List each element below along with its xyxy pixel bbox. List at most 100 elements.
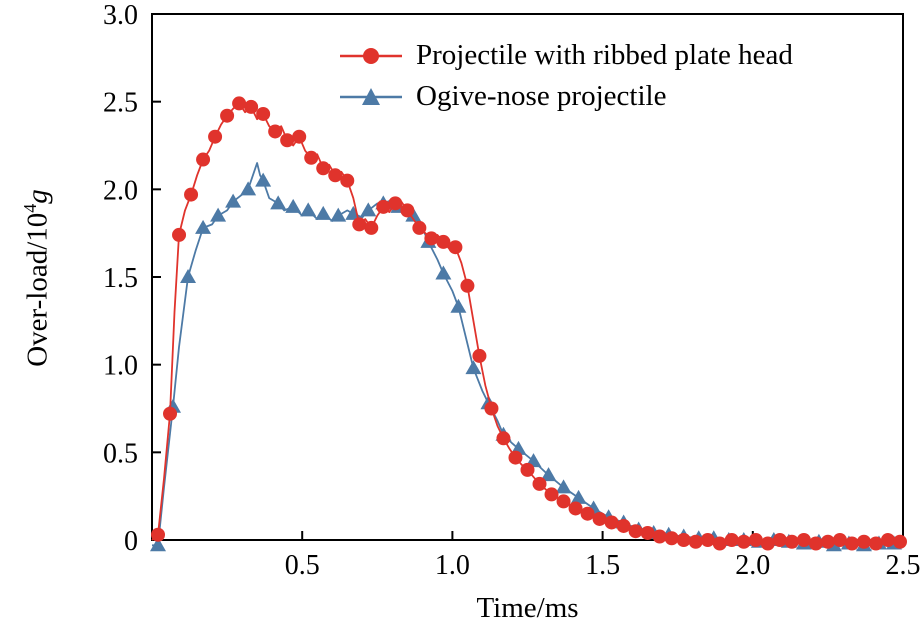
y-tick-label: 0.5 — [103, 438, 138, 469]
circle-marker — [580, 506, 595, 521]
circle-marker — [220, 108, 235, 123]
circle-marker — [736, 534, 751, 549]
triangle-marker — [240, 181, 257, 196]
circle-marker — [256, 106, 271, 121]
circle-marker — [400, 203, 415, 218]
circle-marker — [484, 401, 499, 416]
circle-marker — [760, 536, 775, 551]
circle-marker — [880, 533, 895, 547]
y-tick-label: 2.0 — [103, 175, 138, 206]
x-tick-label: 1.5 — [585, 550, 620, 581]
circle-marker — [532, 476, 547, 491]
circle-marker — [352, 217, 367, 232]
legend-label-ribbed-plate-head: Projectile with ribbed plate head — [416, 39, 793, 71]
x-axis-title: Time/ms — [476, 592, 579, 624]
circle-marker — [460, 278, 475, 293]
legend-label-ogive-nose: Ogive-nose projectile — [416, 79, 667, 112]
triangle-marker — [150, 537, 167, 552]
circle-marker — [700, 533, 715, 547]
x-tick-label: 0.5 — [285, 550, 320, 581]
legend-item-ribbed-plate-head: Projectile with ribbed plate head — [338, 39, 793, 72]
triangle-marker — [405, 207, 422, 222]
circle-marker — [448, 240, 463, 255]
triangle-marker — [285, 198, 302, 213]
circle-marker — [472, 348, 487, 363]
circle-marker — [340, 173, 355, 188]
triangle-marker — [210, 207, 227, 222]
circle-marker — [244, 99, 259, 114]
circle-marker — [604, 515, 619, 530]
triangle-marker — [555, 479, 572, 494]
legend-item-ogive-nose: Ogive-nose projectile — [338, 79, 793, 113]
circle-marker — [796, 533, 811, 547]
y-axis-title-unit: g — [21, 189, 54, 204]
circle-marker — [844, 536, 859, 551]
circle-marker — [388, 196, 403, 211]
circle-marker — [268, 124, 283, 139]
series-line — [152, 162, 894, 547]
circle-marker — [640, 525, 655, 540]
circle-marker — [304, 150, 319, 165]
circle-marker — [328, 168, 343, 183]
triangle-marker — [450, 298, 467, 313]
circle-marker — [412, 220, 427, 235]
circle-marker — [868, 536, 883, 551]
circle-marker — [496, 431, 511, 446]
circle-marker — [151, 527, 166, 542]
circle-marker — [520, 462, 535, 477]
y-tick-label: 0 — [124, 526, 138, 557]
y-tick-label: 1.5 — [103, 263, 138, 294]
circle-marker — [664, 531, 679, 546]
y-tick-label: 2.5 — [103, 88, 138, 119]
circle-marker — [832, 533, 847, 547]
circle-marker — [184, 187, 199, 202]
circle-marker — [676, 533, 691, 547]
circle-marker — [808, 536, 823, 551]
circle-marker — [616, 518, 631, 533]
circle-marker — [316, 161, 331, 176]
triangle-marker — [180, 269, 197, 283]
circle-marker — [712, 536, 727, 551]
triangle-marker — [315, 205, 332, 220]
circle-marker — [772, 533, 787, 547]
triangle-marker — [195, 219, 212, 234]
legend-blue-triangle-marker-icon — [340, 87, 402, 105]
y-axis-title-exponent: 4 — [20, 203, 40, 213]
circle-marker — [892, 534, 907, 549]
circle-marker — [364, 220, 379, 235]
circle-marker — [784, 534, 799, 549]
circle-marker — [376, 199, 391, 214]
circle-marker — [628, 524, 643, 539]
circle-marker — [508, 450, 523, 465]
circle-marker — [856, 534, 871, 549]
circle-marker — [163, 406, 178, 421]
y-axis-title-text: Over-load/10 — [21, 212, 54, 367]
triangle-marker — [465, 360, 482, 375]
x-tick-label: 1.0 — [435, 550, 470, 581]
circle-marker — [208, 129, 223, 144]
circle-marker — [820, 534, 835, 549]
circle-marker — [196, 152, 211, 167]
circle-marker — [172, 227, 187, 242]
circle-marker — [748, 533, 763, 547]
circle-marker — [592, 511, 607, 526]
circle-marker — [424, 231, 439, 246]
circle-marker — [556, 494, 571, 509]
legend-red-circle-marker-icon — [340, 47, 402, 64]
circle-marker — [652, 529, 667, 544]
circle-marker — [292, 129, 307, 144]
legend: Projectile with ribbed plate head Ogive-… — [338, 39, 793, 113]
circle-marker — [688, 534, 703, 549]
triangle-marker — [255, 172, 272, 187]
triangle-marker — [330, 207, 347, 222]
circle-marker — [568, 501, 583, 516]
circle-marker — [544, 487, 559, 502]
triangle-marker — [435, 265, 452, 280]
circle-marker — [436, 234, 451, 249]
triangle-marker — [300, 202, 317, 217]
circle-marker — [280, 133, 295, 148]
triangle-marker — [270, 195, 287, 210]
circle-marker — [232, 96, 247, 111]
triangle-marker — [225, 193, 242, 208]
